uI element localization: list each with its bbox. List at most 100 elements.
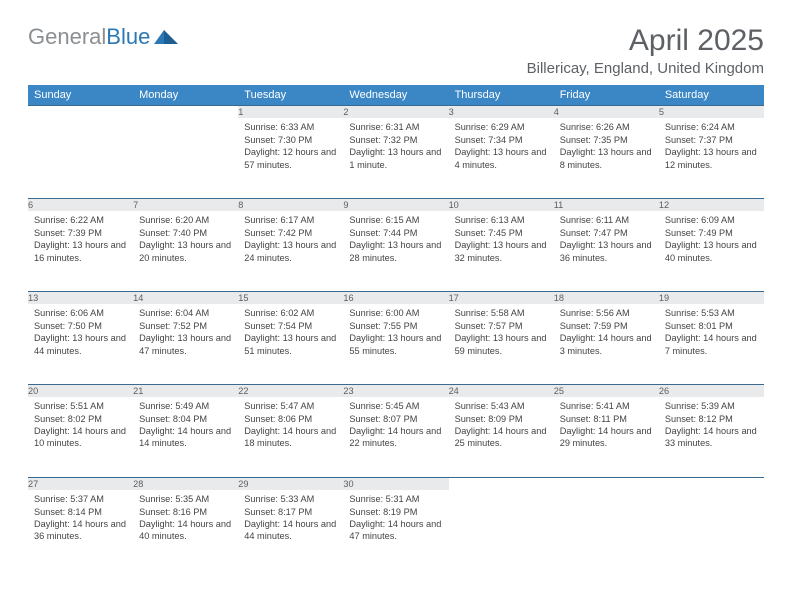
sunset-text: Sunset: 7:50 PM	[34, 320, 127, 332]
daylight-text: Daylight: 14 hours and 40 minutes.	[139, 518, 232, 543]
daylight-text: Daylight: 13 hours and 28 minutes.	[349, 239, 442, 264]
sunset-text: Sunset: 8:19 PM	[349, 506, 442, 518]
daylight-text: Daylight: 14 hours and 25 minutes.	[455, 425, 548, 450]
sunset-text: Sunset: 8:17 PM	[244, 506, 337, 518]
day-number-cell: 7	[133, 198, 238, 211]
daylight-text: Daylight: 13 hours and 12 minutes.	[665, 146, 758, 171]
weekday-header: Saturday	[659, 85, 764, 106]
day-number-cell: 11	[554, 198, 659, 211]
day-body-cell: Sunrise: 5:35 AMSunset: 8:16 PMDaylight:…	[133, 490, 238, 570]
sunset-text: Sunset: 8:04 PM	[139, 413, 232, 425]
month-title: April 2025	[527, 24, 764, 58]
day-number-cell: 28	[133, 477, 238, 490]
day-number-cell	[449, 477, 554, 490]
daylight-text: Daylight: 13 hours and 47 minutes.	[139, 332, 232, 357]
daylight-text: Daylight: 13 hours and 1 minute.	[349, 146, 442, 171]
day-body-cell	[659, 490, 764, 570]
day-number-cell: 16	[343, 291, 448, 304]
daylight-text: Daylight: 13 hours and 36 minutes.	[560, 239, 653, 264]
day-body-cell: Sunrise: 5:31 AMSunset: 8:19 PMDaylight:…	[343, 490, 448, 570]
daylight-text: Daylight: 13 hours and 59 minutes.	[455, 332, 548, 357]
logo-text-blue: Blue	[106, 24, 150, 50]
sunrise-text: Sunrise: 6:29 AM	[455, 121, 548, 133]
day-body-cell: Sunrise: 5:37 AMSunset: 8:14 PMDaylight:…	[28, 490, 133, 570]
day-body-cell: Sunrise: 5:58 AMSunset: 7:57 PMDaylight:…	[449, 304, 554, 384]
daylight-text: Daylight: 14 hours and 22 minutes.	[349, 425, 442, 450]
daylight-text: Daylight: 14 hours and 3 minutes.	[560, 332, 653, 357]
day-number-cell: 23	[343, 384, 448, 397]
daylight-text: Daylight: 14 hours and 47 minutes.	[349, 518, 442, 543]
day-body-cell: Sunrise: 6:13 AMSunset: 7:45 PMDaylight:…	[449, 211, 554, 291]
day-body-cell: Sunrise: 6:00 AMSunset: 7:55 PMDaylight:…	[343, 304, 448, 384]
sunset-text: Sunset: 7:57 PM	[455, 320, 548, 332]
daylight-text: Daylight: 13 hours and 44 minutes.	[34, 332, 127, 357]
day-number-cell: 14	[133, 291, 238, 304]
day-body-cell	[449, 490, 554, 570]
day-body-cell: Sunrise: 6:06 AMSunset: 7:50 PMDaylight:…	[28, 304, 133, 384]
day-number-cell: 2	[343, 106, 448, 119]
weekday-header: Sunday	[28, 85, 133, 106]
day-body-cell: Sunrise: 6:09 AMSunset: 7:49 PMDaylight:…	[659, 211, 764, 291]
day-body-cell: Sunrise: 6:20 AMSunset: 7:40 PMDaylight:…	[133, 211, 238, 291]
day-number-cell	[659, 477, 764, 490]
sunset-text: Sunset: 7:45 PM	[455, 227, 548, 239]
sunset-text: Sunset: 8:06 PM	[244, 413, 337, 425]
sunrise-text: Sunrise: 6:33 AM	[244, 121, 337, 133]
day-number-cell: 21	[133, 384, 238, 397]
day-body-cell: Sunrise: 6:02 AMSunset: 7:54 PMDaylight:…	[238, 304, 343, 384]
sunrise-text: Sunrise: 6:04 AM	[139, 307, 232, 319]
weekday-header: Friday	[554, 85, 659, 106]
day-body-cell	[133, 118, 238, 198]
day-body-row: Sunrise: 6:06 AMSunset: 7:50 PMDaylight:…	[28, 304, 764, 384]
day-body-cell: Sunrise: 5:49 AMSunset: 8:04 PMDaylight:…	[133, 397, 238, 477]
sunrise-text: Sunrise: 6:02 AM	[244, 307, 337, 319]
daylight-text: Daylight: 13 hours and 4 minutes.	[455, 146, 548, 171]
day-body-row: Sunrise: 5:51 AMSunset: 8:02 PMDaylight:…	[28, 397, 764, 477]
sunset-text: Sunset: 8:11 PM	[560, 413, 653, 425]
daylight-text: Daylight: 14 hours and 29 minutes.	[560, 425, 653, 450]
daylight-text: Daylight: 12 hours and 57 minutes.	[244, 146, 337, 171]
sunrise-text: Sunrise: 6:17 AM	[244, 214, 337, 226]
sunrise-text: Sunrise: 6:13 AM	[455, 214, 548, 226]
daylight-text: Daylight: 13 hours and 32 minutes.	[455, 239, 548, 264]
day-number-cell: 19	[659, 291, 764, 304]
sunset-text: Sunset: 7:35 PM	[560, 134, 653, 146]
daylight-text: Daylight: 14 hours and 7 minutes.	[665, 332, 758, 357]
day-number-cell: 20	[28, 384, 133, 397]
sunset-text: Sunset: 7:39 PM	[34, 227, 127, 239]
sunrise-text: Sunrise: 5:43 AM	[455, 400, 548, 412]
day-number-row: 12345	[28, 106, 764, 119]
sunrise-text: Sunrise: 5:49 AM	[139, 400, 232, 412]
sunrise-text: Sunrise: 6:06 AM	[34, 307, 127, 319]
day-number-cell: 8	[238, 198, 343, 211]
day-number-cell: 27	[28, 477, 133, 490]
day-body-cell: Sunrise: 6:33 AMSunset: 7:30 PMDaylight:…	[238, 118, 343, 198]
day-body-cell: Sunrise: 5:41 AMSunset: 8:11 PMDaylight:…	[554, 397, 659, 477]
sunset-text: Sunset: 7:49 PM	[665, 227, 758, 239]
day-body-cell: Sunrise: 5:39 AMSunset: 8:12 PMDaylight:…	[659, 397, 764, 477]
weekday-header-row: Sunday Monday Tuesday Wednesday Thursday…	[28, 85, 764, 106]
weekday-header: Wednesday	[343, 85, 448, 106]
day-number-cell	[133, 106, 238, 119]
day-body-cell: Sunrise: 6:17 AMSunset: 7:42 PMDaylight:…	[238, 211, 343, 291]
daylight-text: Daylight: 14 hours and 33 minutes.	[665, 425, 758, 450]
sunrise-text: Sunrise: 6:26 AM	[560, 121, 653, 133]
sunrise-text: Sunrise: 6:09 AM	[665, 214, 758, 226]
logo: GeneralBlue	[28, 24, 180, 50]
day-body-cell: Sunrise: 6:31 AMSunset: 7:32 PMDaylight:…	[343, 118, 448, 198]
daylight-text: Daylight: 14 hours and 14 minutes.	[139, 425, 232, 450]
sunrise-text: Sunrise: 6:11 AM	[560, 214, 653, 226]
day-body-row: Sunrise: 6:33 AMSunset: 7:30 PMDaylight:…	[28, 118, 764, 198]
sunset-text: Sunset: 8:09 PM	[455, 413, 548, 425]
weekday-header: Monday	[133, 85, 238, 106]
sunset-text: Sunset: 7:32 PM	[349, 134, 442, 146]
logo-mark-icon	[154, 24, 180, 50]
day-number-cell	[554, 477, 659, 490]
day-number-cell	[28, 106, 133, 119]
daylight-text: Daylight: 13 hours and 55 minutes.	[349, 332, 442, 357]
day-number-cell: 15	[238, 291, 343, 304]
day-body-cell: Sunrise: 6:04 AMSunset: 7:52 PMDaylight:…	[133, 304, 238, 384]
day-body-row: Sunrise: 5:37 AMSunset: 8:14 PMDaylight:…	[28, 490, 764, 570]
sunset-text: Sunset: 7:52 PM	[139, 320, 232, 332]
day-body-cell: Sunrise: 5:53 AMSunset: 8:01 PMDaylight:…	[659, 304, 764, 384]
